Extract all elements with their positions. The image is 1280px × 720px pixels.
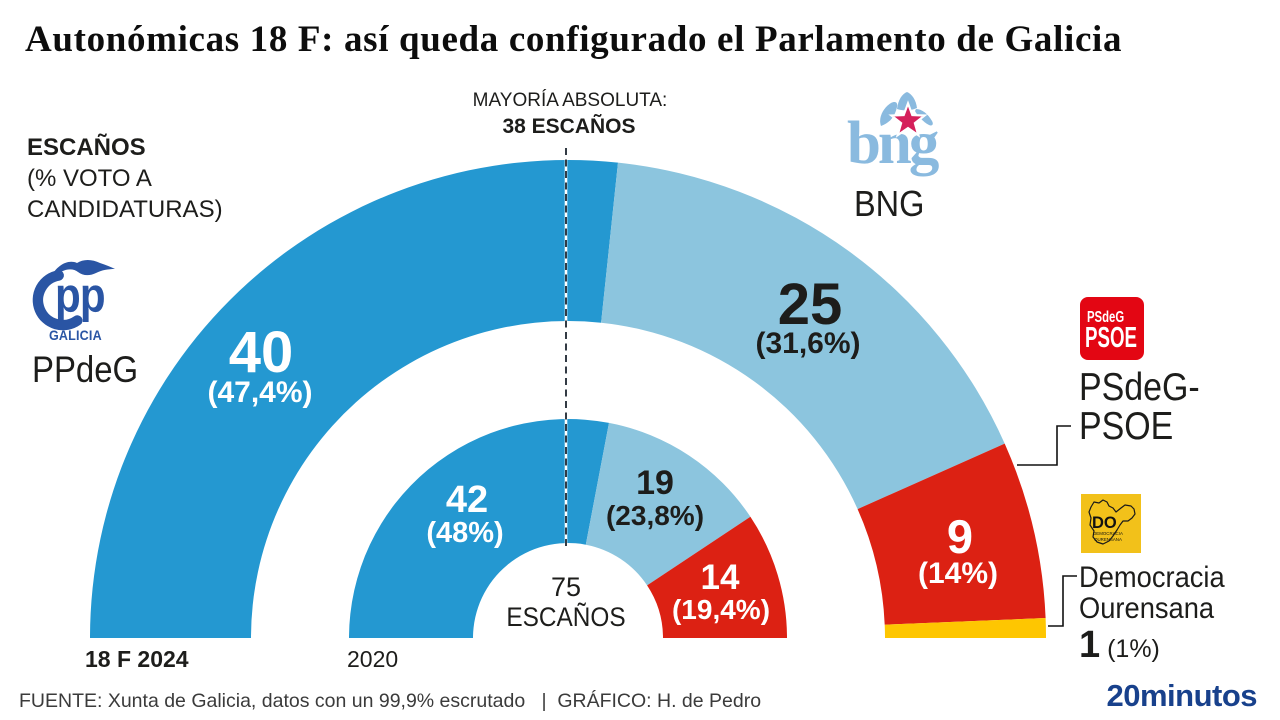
svg-text:GALICIA: GALICIA (49, 328, 102, 344)
svg-text:PSdeG: PSdeG (1087, 307, 1124, 325)
svg-text:DEMOCRACIA: DEMOCRACIA (1093, 531, 1123, 536)
svg-text:pp: pp (55, 268, 105, 323)
svg-text:DO: DO (1092, 514, 1117, 532)
svg-text:PSOE: PSOE (1085, 322, 1137, 354)
svg-text:OURENSANA: OURENSANA (1094, 537, 1122, 542)
